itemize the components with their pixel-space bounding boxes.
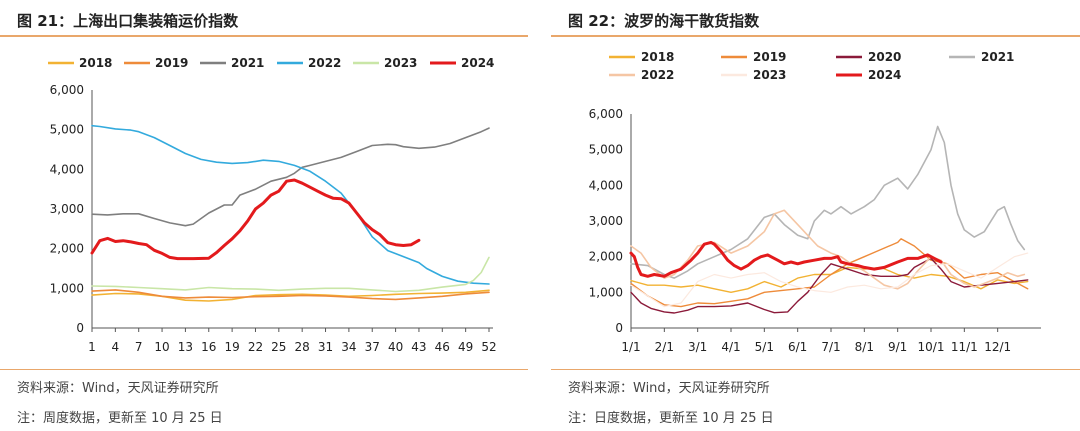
x-tick-label: 2/1 [655,340,674,354]
y-tick-label: 6,000 [50,83,84,97]
series-line-2022 [91,124,490,285]
y-tick-label: 1,000 [50,281,84,295]
x-tick-label: 6/1 [788,340,807,354]
legend-label-2021: 2021 [981,50,1014,64]
series-line-2021 [630,125,1026,279]
legend-label-2022: 2022 [641,68,674,82]
x-tick-label: 12/1 [984,340,1011,354]
x-tick-label: 25 [271,340,286,354]
series-line-2019 [91,289,490,301]
chart-panel-left: 图 21：上海出口集装箱运价指数 0 1,000 2,000 3,000 4,000 5,… [0,0,530,431]
legend-label-2018: 2018 [641,50,674,64]
y-tick-label: 2,000 [589,250,623,264]
y-tick-label: 5,000 [589,143,623,157]
legend-label-2019: 2019 [753,50,786,64]
source-rule [551,369,1080,370]
y-tick-label: 3,000 [50,202,84,216]
legend-label-2023: 2023 [384,56,417,70]
series-line-2018 [630,266,1029,293]
x-tick-label: 46 [435,340,450,354]
x-tick-label: 8/1 [855,340,874,354]
title-rule [551,35,1080,37]
x-tick-label: 22 [248,340,263,354]
series-line-2019 [630,238,1029,308]
y-tick-label: 0 [76,321,84,335]
x-tick-label: 52 [481,340,496,354]
source-note: 资料来源：Wind，天风证券研究所 [17,381,219,396]
x-tick-label: 7/1 [821,340,840,354]
y-tick-label: 1,000 [589,285,623,299]
chart-panel-right: 图 22：波罗的海干散货指数 0 1,000 2,000 3,000 4,000 5,00… [551,0,1080,431]
x-tick-label: 10 [154,340,169,354]
y-tick-label: 2,000 [50,242,84,256]
series-line-2021 [91,127,490,227]
x-tick-label: 34 [341,340,356,354]
legend-label-2019: 2019 [155,56,188,70]
y-tick-label: 6,000 [589,107,623,121]
data-note: 注：日度数据，更新至 10 月 25 日 [568,411,774,426]
x-tick-label: 16 [201,340,216,354]
x-tick-label: 4/1 [721,340,740,354]
data-note: 注：周度数据，更新至 10 月 25 日 [17,411,223,426]
source-note: 资料来源：Wind，天风证券研究所 [568,381,770,396]
figure-title: 图 21：上海出口集装箱运价指数 [17,12,239,30]
x-tick-label: 3/1 [688,340,707,354]
series-line-2020 [630,257,1029,314]
legend-label-2024: 2024 [461,56,494,70]
x-tick-label: 19 [224,340,239,354]
x-tick-label: 1 [88,340,96,354]
legend-label-2024: 2024 [868,68,901,82]
x-tick-label: 1/1 [621,340,640,354]
series-line-2023 [91,256,490,293]
legend-label-2022: 2022 [308,56,341,70]
x-tick-label: 43 [411,340,426,354]
x-tick-label: 28 [295,340,310,354]
legend-label-2020: 2020 [868,50,901,64]
series-line-2023 [630,252,1029,308]
x-tick-label: 4 [112,340,120,354]
y-tick-label: 0 [615,321,623,335]
title-rule [0,35,528,37]
legend-label-2021: 2021 [231,56,264,70]
x-tick-label: 40 [388,340,403,354]
y-tick-label: 5,000 [50,123,84,137]
line-chart-scfi: 0 1,000 2,000 3,000 4,000 5,000 6,000 1 4 7 10 13 16… [48,56,497,354]
figure-title: 图 22：波罗的海干散货指数 [568,12,760,30]
x-tick-label: 13 [178,340,193,354]
x-tick-label: 49 [458,340,473,354]
x-tick-label: 31 [318,340,333,354]
legend-label-2018: 2018 [79,56,112,70]
y-tick-label: 3,000 [589,214,623,228]
series-line-2022 [630,209,1026,290]
line-chart-bdi: 0 1,000 2,000 3,000 4,000 5,000 6,000 1/1 2/1 3/1… [589,50,1041,354]
x-tick-label: 10/1 [918,340,945,354]
x-tick-label: 11/1 [951,340,978,354]
y-tick-label: 4,000 [589,178,623,192]
x-tick-label: 5/1 [755,340,774,354]
x-tick-label: 7 [135,340,143,354]
series-line-2024 [629,240,943,278]
x-tick-label: 37 [365,340,380,354]
x-tick-label: 9/1 [888,340,907,354]
series-line-2024 [90,178,421,261]
y-tick-label: 4,000 [50,162,84,176]
legend-label-2023: 2023 [753,68,786,82]
source-rule [0,369,528,370]
